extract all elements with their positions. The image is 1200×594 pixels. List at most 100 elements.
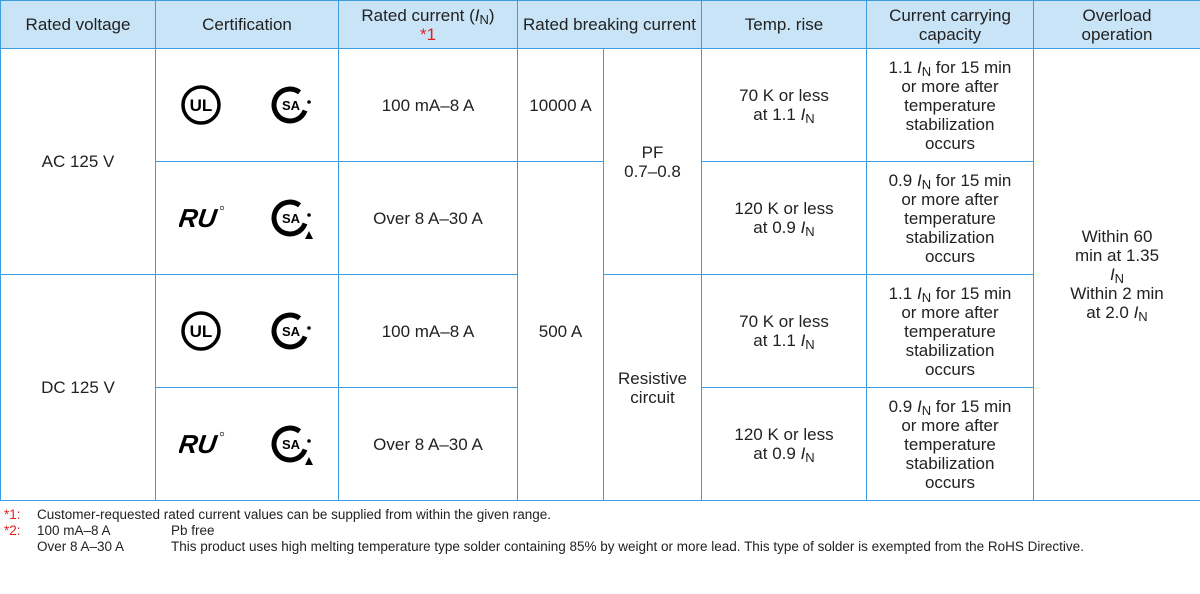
note: *1: Customer-requested rated current valu… <box>4 507 1196 523</box>
table-row: AC 125 V UL SA 100 mA–8 A 10000 A PF 0.7–0.8 70… <box>0 48 1200 501</box>
note-mark: *2: <box>4 523 21 538</box>
text-sym: I <box>1109 265 1115 284</box>
overload-line: Within 2 min at 2.0 IN <box>1068 284 1166 324</box>
text-post: for 15 min or more after temperature sta… <box>901 396 1012 492</box>
text-sym: I <box>800 105 806 124</box>
text-sym: I <box>916 396 922 416</box>
text-line: Resistive <box>618 368 687 388</box>
text-pre: 1.1 <box>888 57 917 77</box>
temp-rise-cell: 70 K or less at 1.1 IN <box>701 48 867 162</box>
text-sym: I <box>916 57 922 77</box>
header-cell: Rated voltage <box>0 0 156 49</box>
logo-reg <box>307 213 311 217</box>
cert-logo: UL <box>181 85 221 125</box>
header-cell: Rated current (IN) *1 <box>338 0 518 49</box>
temp-rise-cell: 120 K or less at 0.9 IN <box>701 161 867 275</box>
text-sub: N <box>1138 309 1148 324</box>
header-cell: Rated breaking current <box>517 0 702 49</box>
logo-group: UL SA <box>160 82 334 128</box>
text-sub: N <box>805 111 815 126</box>
note-text: Customer-requested rated current values … <box>37 507 552 522</box>
text-sym: I <box>474 5 480 25</box>
voltage-cell: AC 125 V <box>0 48 156 275</box>
text-note: *1 <box>419 24 437 44</box>
text-pre: 0.9 <box>888 170 917 190</box>
breaking-current-cell: 500 A <box>517 161 604 501</box>
cert-logo: SA <box>271 312 311 350</box>
footnotes: *1: Customer-requested rated current valu… <box>0 507 1200 555</box>
logo-group: RU SA <box>160 195 334 241</box>
text-sub: N <box>805 337 815 352</box>
overload-cell: Within 60 min at 1.35 IN Within 2 min at … <box>1033 48 1200 501</box>
certification-cell: RU SA <box>155 387 339 501</box>
certification-cell: UL SA <box>155 274 339 388</box>
logo-text: UL <box>190 322 213 341</box>
logo-reg <box>307 439 311 443</box>
text-sym: I <box>916 283 922 303</box>
capacity-cell: 1.1 IN for 15 min or more after temperat… <box>866 48 1034 162</box>
logo-reg <box>307 326 311 330</box>
cert-logo: RU <box>179 203 225 233</box>
logo-text: SA <box>282 211 301 226</box>
logo-text: UL <box>190 96 213 115</box>
text-sub: N <box>921 289 932 305</box>
text-pre: 70 K or less at 1.1 <box>739 312 829 350</box>
cert-logo: UL <box>181 311 221 351</box>
logo-text: RU <box>179 429 220 459</box>
breaking-condition-cell: PF 0.7–0.8 <box>603 48 702 275</box>
table-row: RU SA Over 8 A–30 A 120 K or less at 0.9 IN… <box>1 387 1200 501</box>
header-row: Rated voltage Certification Rated current … <box>0 0 1200 49</box>
text-sub: N <box>921 176 932 192</box>
text-sub: N <box>805 450 815 465</box>
voltage-cell: DC 125 V <box>0 274 156 501</box>
breaking-current-cell: 10000 A <box>517 48 604 162</box>
logo-reg <box>219 205 225 211</box>
current-cell: Over 8 A–30 A <box>338 387 518 501</box>
capacity-cell: 0.9 IN for 15 min or more after temperat… <box>866 387 1034 501</box>
text-pre: 1.1 <box>888 283 917 303</box>
text-sub: N <box>1114 271 1125 286</box>
text-pre: Rated current ( <box>361 5 475 25</box>
cert-logo: SA <box>271 199 313 239</box>
overload-line: Within 60 min at 1.35 IN <box>1068 227 1166 286</box>
text-sym: I <box>1133 303 1139 322</box>
text-line: 0.7–0.8 <box>624 161 681 181</box>
cert-logo: SA <box>271 425 313 465</box>
text-pre: 120 K or less at 0.9 <box>734 425 834 463</box>
current-cell: 100 mA–8 A <box>338 274 518 388</box>
note-text: This product uses high melting temperatu… <box>171 539 1084 554</box>
text-pre: Within 60 min at 1.35 <box>1074 227 1160 265</box>
table-row: RU SA Over 8 A–30 A 500 A 120 K or less at 0… <box>1 161 1200 501</box>
text-sym: I <box>800 218 806 237</box>
temp-rise-cell: 70 K or less at 1.1 IN <box>701 274 867 388</box>
note: Over 8 A–30 A This product uses high melt… <box>4 539 1196 555</box>
header-cell: Current carrying capacity <box>866 0 1034 49</box>
text-sub: N <box>805 224 815 239</box>
breaking-condition-cell: Resistive circuit <box>603 274 702 501</box>
text-post: for 15 min or more after temperature sta… <box>901 57 1012 153</box>
note-mark: *1: <box>4 507 21 522</box>
text-line: PF <box>641 142 664 162</box>
temp-rise-cell: 120 K or less at 0.9 IN <box>701 387 867 501</box>
text-sub: N <box>479 11 489 27</box>
text-post: ) <box>488 5 495 25</box>
logo-ring <box>181 85 221 125</box>
logo-triangle <box>305 457 313 465</box>
text-post: for 15 min or more after temperature sta… <box>901 170 1012 266</box>
logo-text: RU <box>179 203 220 233</box>
current-cell: 100 mA–8 A <box>338 48 518 162</box>
logo-text: SA <box>282 98 301 113</box>
logo-group: UL SA <box>160 308 334 354</box>
header-cell: Temp. rise <box>701 0 867 49</box>
note: *2: 100 mA–8 A Pb free <box>4 523 1196 539</box>
logo-text: SA <box>282 324 301 339</box>
logo-triangle <box>305 231 313 239</box>
text-sub: N <box>921 402 932 418</box>
table-body: AC 125 V UL SA 100 mA–8 A 10000 A PF 0.7–0.8 70… <box>0 48 1200 501</box>
logo-text: SA <box>282 437 301 452</box>
text-sym: I <box>800 331 806 350</box>
text-pre: 70 K or less at 1.1 <box>739 86 829 124</box>
header-cell: Certification <box>155 0 339 49</box>
text-pre: 0.9 <box>888 396 917 416</box>
